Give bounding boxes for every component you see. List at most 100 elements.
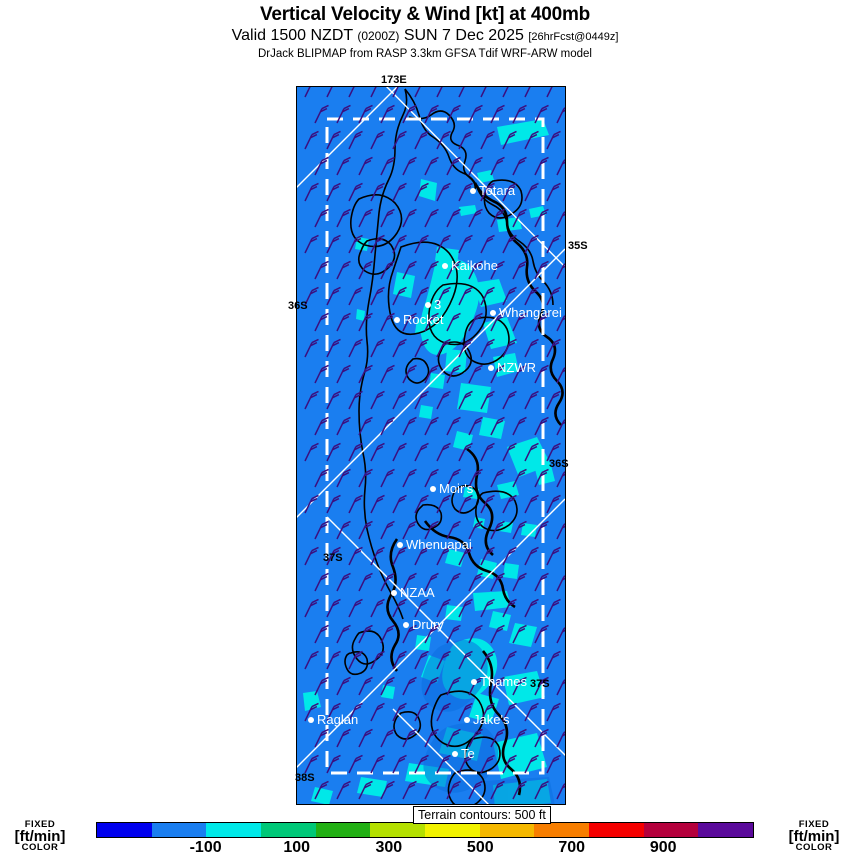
wind-barb: [380, 676, 395, 696]
wind-barb: [314, 208, 329, 228]
wind-barb: [304, 87, 311, 98]
wind-barb: [314, 104, 329, 124]
wind-barb: [436, 234, 451, 254]
wind-barb: [358, 520, 373, 540]
wind-barb: [556, 159, 565, 176]
station-dot-whangarei[interactable]: [490, 310, 496, 316]
wind-barb: [402, 468, 417, 488]
wind-barb: [326, 390, 341, 410]
wind-barb: [534, 676, 549, 696]
wind-barbs: [304, 87, 565, 800]
station-dot-kaikohe[interactable]: [442, 263, 448, 269]
station-dot-totara[interactable]: [470, 188, 476, 194]
station-dot-3[interactable]: [425, 302, 431, 308]
wind-barb: [480, 234, 495, 254]
wind-barb: [446, 156, 461, 176]
wind-barb: [468, 572, 483, 592]
wind-barb: [370, 598, 385, 618]
forecast-tag: [26hrFcst@0449z]: [528, 31, 619, 43]
wind-barb: [480, 650, 495, 670]
wind-barb: [556, 523, 565, 540]
wind-barb: [468, 104, 483, 124]
wind-barb: [458, 286, 473, 306]
wind-barb: [512, 468, 527, 488]
wind-barb: [358, 260, 373, 280]
wind-barb: [534, 468, 549, 488]
wind-barb: [436, 338, 451, 358]
wind-barb: [424, 624, 439, 644]
wind-barb: [556, 107, 565, 124]
wind-barb: [546, 598, 561, 618]
page-title: Vertical Velocity & Wind [kt] at 400mb: [259, 4, 591, 25]
wind-barb: [424, 728, 439, 748]
graticule-label-36s-2: 36S: [288, 300, 308, 312]
wind-barb: [458, 130, 473, 150]
station-dot-whenuapai[interactable]: [397, 542, 403, 548]
station-label-te: Te: [461, 746, 475, 761]
wind-barb: [424, 208, 439, 228]
station-dot-moirs[interactable]: [430, 486, 436, 492]
wind-barb: [524, 546, 539, 566]
station-label-3: 3: [434, 297, 441, 312]
wind-barb: [358, 468, 373, 488]
graticule-label-37s-5: 37S: [530, 678, 550, 690]
wind-barb: [348, 702, 363, 722]
station-dot-raglan[interactable]: [308, 717, 314, 723]
wind-barb: [392, 702, 407, 722]
wind-barb: [424, 260, 439, 280]
title-block: Vertical Velocity & Wind [kt] at 400mb V…: [0, 0, 850, 62]
colorbar-swatch-6: [425, 823, 480, 837]
wind-barb: [468, 780, 483, 800]
wind-barb: [314, 780, 329, 800]
wind-barb: [480, 130, 495, 150]
wind-barb: [370, 182, 385, 202]
wind-barb: [534, 416, 549, 436]
wind-barb: [314, 312, 329, 332]
wind-barb: [458, 754, 473, 774]
wind-barb: [546, 442, 561, 462]
wind-barb: [402, 156, 417, 176]
wind-barb: [358, 624, 373, 644]
wind-barb: [502, 650, 517, 670]
station-dot-nzwr[interactable]: [488, 365, 494, 371]
wind-barb: [446, 728, 461, 748]
wind-barb: [546, 130, 561, 150]
wind-barb: [370, 442, 385, 462]
station-dot-te[interactable]: [452, 751, 458, 757]
wind-barb: [414, 390, 429, 410]
wind-barb: [502, 442, 517, 462]
wind-barb: [534, 208, 549, 228]
wind-barb: [424, 416, 439, 436]
colorbar-strip[interactable]: [96, 822, 754, 838]
colorbar-tick-700: 700: [558, 839, 586, 856]
wind-barb: [358, 676, 373, 696]
wind-barb: [314, 572, 329, 592]
wind-barb: [414, 702, 429, 722]
colorbar-swatch-0: [97, 823, 152, 837]
wind-barb: [348, 650, 363, 670]
wind-barb: [358, 156, 373, 176]
wind-barb: [502, 182, 517, 202]
wind-barb: [424, 780, 439, 800]
station-dot-jakes[interactable]: [464, 717, 470, 723]
wind-barb: [314, 468, 329, 488]
wind-barb: [446, 208, 461, 228]
wind-barb: [534, 364, 549, 384]
station-dot-nzaa[interactable]: [391, 590, 397, 596]
wind-barb: [480, 598, 495, 618]
wind-barb: [402, 624, 417, 644]
station-label-thames: Thames: [480, 674, 527, 689]
weather-map[interactable]: Totara Kaikohe 3 Rocket Whangarei NZWR Moir's W…: [296, 86, 566, 805]
station-dot-rocket[interactable]: [394, 317, 400, 323]
station-dot-thames[interactable]: [471, 679, 477, 685]
wind-barb: [436, 650, 451, 670]
wind-barb: [446, 676, 461, 696]
wind-barb: [392, 390, 407, 410]
colorbar-swatch-7: [479, 823, 535, 837]
wind-barb: [458, 494, 473, 514]
wind-barb: [446, 468, 461, 488]
station-dot-drury[interactable]: [403, 622, 409, 628]
wind-barb: [458, 650, 473, 670]
wind-barb: [392, 338, 407, 358]
wind-barb: [304, 754, 319, 774]
